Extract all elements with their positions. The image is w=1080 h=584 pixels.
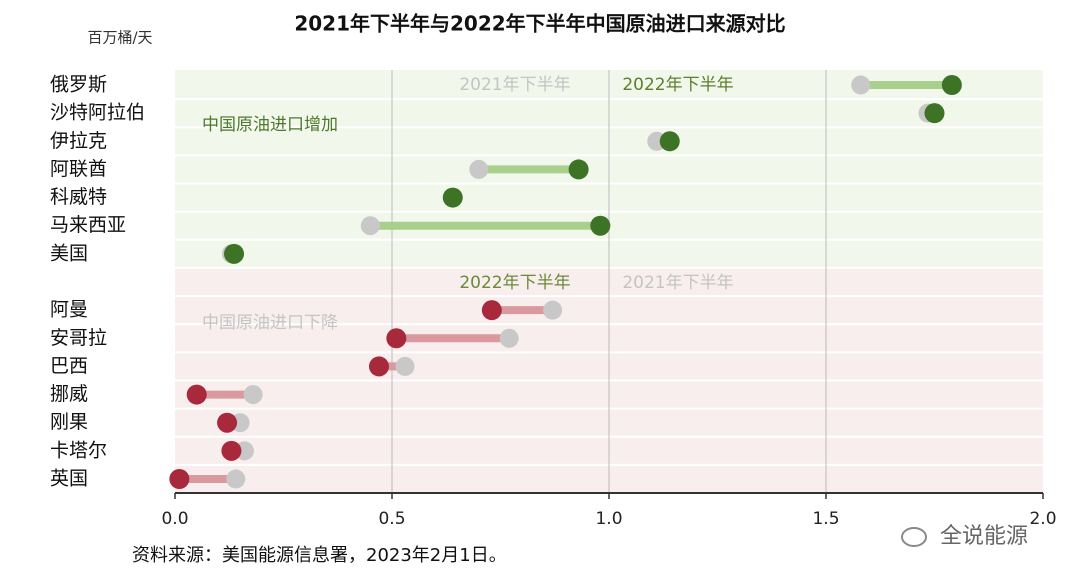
x-tick-label: 0.0 bbox=[161, 509, 188, 529]
dot-2021 bbox=[226, 469, 246, 489]
watermark-icon bbox=[901, 527, 927, 547]
dot-2022 bbox=[481, 300, 502, 321]
x-tick-label: 1.5 bbox=[812, 509, 839, 529]
watermark-group: 全说能源 bbox=[901, 524, 1028, 549]
y-tick-label: 阿曼 bbox=[50, 299, 88, 321]
y-tick-label: 美国 bbox=[50, 242, 88, 264]
dot-2022 bbox=[590, 215, 611, 236]
y-tick-label: 马来西亚 bbox=[50, 214, 126, 236]
y-tick-label: 沙特阿拉伯 bbox=[50, 102, 145, 124]
dot-2022 bbox=[217, 412, 238, 433]
y-tick-label: 科威特 bbox=[50, 186, 107, 208]
dot-2022 bbox=[924, 103, 945, 124]
dot-2022 bbox=[386, 328, 407, 349]
dot-2021 bbox=[543, 300, 563, 320]
region-label: 中国原油进口增加 bbox=[202, 115, 338, 135]
annotation: 2021年下半年 bbox=[459, 75, 570, 95]
dot-2022 bbox=[659, 131, 680, 152]
source-note: 资料来源：美国能源信息署，2023年2月1日。 bbox=[132, 545, 507, 566]
dot-2021 bbox=[469, 159, 489, 179]
x-tick-label: 1.0 bbox=[595, 509, 622, 529]
y-tick-label: 刚果 bbox=[50, 411, 88, 433]
y-tick-label: 巴西 bbox=[50, 355, 88, 377]
dot-2022 bbox=[442, 187, 463, 208]
dot-2022 bbox=[169, 469, 190, 489]
dot-2022 bbox=[224, 243, 245, 264]
y-tick-label: 英国 bbox=[50, 468, 88, 490]
y-tick-label: 安哥拉 bbox=[50, 327, 107, 349]
dot-2022 bbox=[941, 75, 962, 95]
dot-2021 bbox=[499, 328, 519, 348]
y-tick-label: 俄罗斯 bbox=[50, 74, 107, 96]
watermark: 全说能源 bbox=[940, 524, 1028, 549]
annotation: 2022年下半年 bbox=[459, 273, 570, 293]
dot-2021 bbox=[360, 216, 380, 236]
annotation: 2022年下半年 bbox=[622, 75, 733, 95]
dot-2021 bbox=[395, 356, 415, 376]
dot-2022 bbox=[221, 440, 242, 461]
y-tick-label: 伊拉克 bbox=[50, 130, 107, 152]
dot-2021 bbox=[243, 385, 263, 405]
dot-2022 bbox=[568, 159, 589, 180]
chart-title: 2021年下半年与2022年下半年中国原油进口来源对比 bbox=[294, 12, 785, 36]
annotation: 2021年下半年 bbox=[622, 273, 733, 293]
y-tick-label: 挪威 bbox=[50, 383, 88, 405]
y-unit: 百万桶/天 bbox=[87, 29, 152, 47]
y-tick-label: 卡塔尔 bbox=[50, 439, 107, 461]
x-tick-label: 0.5 bbox=[378, 509, 405, 529]
y-tick-label: 阿联酋 bbox=[50, 158, 107, 180]
dot-2022 bbox=[368, 356, 389, 377]
dot-2021 bbox=[851, 75, 871, 95]
dot-2022 bbox=[186, 384, 207, 405]
x-tick-label: 2.0 bbox=[1029, 509, 1056, 529]
region-label: 中国原油进口下降 bbox=[202, 313, 338, 333]
